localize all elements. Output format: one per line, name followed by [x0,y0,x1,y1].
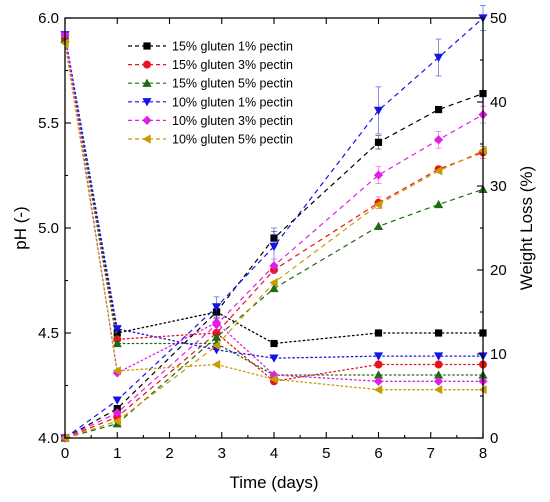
weight-loss-point [373,199,383,210]
ph-point [374,360,383,369]
weight-loss-point [211,320,222,330]
y-left-tick-label: 4.0 [38,430,59,447]
legend-item: 10% gluten 1% pectin [128,95,293,109]
weight-loss-point [433,53,444,63]
x-tick-label: 0 [61,445,69,462]
y-axis-title-right: Weight Loss (%) [517,166,536,290]
legend-marker [143,42,151,50]
weight-loss-point [269,283,279,293]
legend-marker [142,134,151,144]
ph-point [269,374,278,384]
weight-loss-point [373,221,384,230]
weight-loss-point [433,166,443,176]
legend-item: 15% gluten 1% pectin [128,40,293,54]
legend-item: 15% gluten 3% pectin [128,58,293,72]
x-tick-label: 2 [165,445,173,462]
x-tick-label: 1 [113,445,121,462]
weight-loss-line [64,188,484,439]
weight-loss-line [64,150,484,439]
weight-loss-point [211,303,222,312]
legend-label: 15% gluten 5% pectin [172,77,293,91]
legend-item: 10% gluten 5% pectin [128,133,293,147]
ph-point [270,339,278,348]
ph-point [433,370,444,379]
y-right-tick-label: 10 [490,346,507,363]
ph-point [434,360,443,369]
y-left-tick-label: 6.0 [38,10,59,27]
ph-point [211,359,221,370]
ph-point [433,385,443,395]
ph-point [374,329,383,337]
weight-loss-point [112,408,122,418]
weight-loss-point [112,396,122,405]
ph-point [373,376,384,386]
weight-loss-point [211,332,222,341]
y-right-tick-label: 30 [490,178,507,195]
weight-loss-point [374,138,383,146]
weight-loss-point [112,416,121,426]
ph-point [373,352,384,361]
y-left-tick-label: 5.5 [38,115,59,132]
ph-point [112,366,121,376]
weight-loss-line [64,114,484,439]
weight-loss-point [269,261,279,271]
y-axis-title-left: pH (-) [11,206,30,249]
legend-label: 10% gluten 3% pectin [172,114,293,128]
x-tick-label: 6 [374,445,382,462]
legend-item: 15% gluten 5% pectin [128,77,293,91]
legend-marker [142,98,152,107]
y-left-tick-label: 4.5 [38,325,59,342]
ph-point [112,325,122,334]
weight-loss-line [64,151,484,439]
x-tick-label: 4 [270,445,278,462]
weight-loss-point [269,278,278,288]
ph-point [112,338,122,348]
x-tick-label: 7 [427,445,435,462]
x-tick-label: 8 [479,445,487,462]
ticks-layer: 0 1 2 3 4 5 6 7 8 4.0 4.5 5.0 5.5 6.0 0 10 20 30 40 50 [38,10,507,462]
legend-label: 15% gluten 3% pectin [172,58,293,72]
legend-label: 10% gluten 5% pectin [172,133,293,147]
legend-marker [142,115,152,125]
weight-loss-point [434,105,443,114]
ph-point [269,354,279,363]
weight-loss-point [269,242,279,252]
weight-loss-point [211,341,221,351]
legend: 15% gluten 1% pectin 15% gluten 3% pectin… [128,40,293,147]
legend-marker [142,78,152,87]
y-right-tick-label: 40 [490,94,507,111]
ph-point [373,385,383,395]
weight-loss-point [433,135,444,145]
x-tick-label: 3 [218,445,226,462]
weight-loss-point [433,199,444,209]
ph-point [433,352,444,361]
legend-marker [143,60,151,69]
x-axis-title: Time (days) [229,473,318,492]
ph-point [434,329,443,337]
ph-point [373,370,384,379]
x-tick-label: 5 [322,445,330,462]
y-right-tick-label: 20 [490,262,507,279]
ph-point [433,376,444,386]
legend-item: 10% gluten 3% pectin [128,114,293,128]
legend-label: 15% gluten 1% pectin [172,40,293,54]
weight-loss-point [373,106,384,115]
legend-label: 10% gluten 1% pectin [172,95,293,109]
weight-loss-point [373,170,384,180]
y-left-tick-label: 5.0 [38,220,59,237]
y-right-tick-label: 50 [490,10,507,27]
y-right-tick-label: 0 [490,430,498,447]
